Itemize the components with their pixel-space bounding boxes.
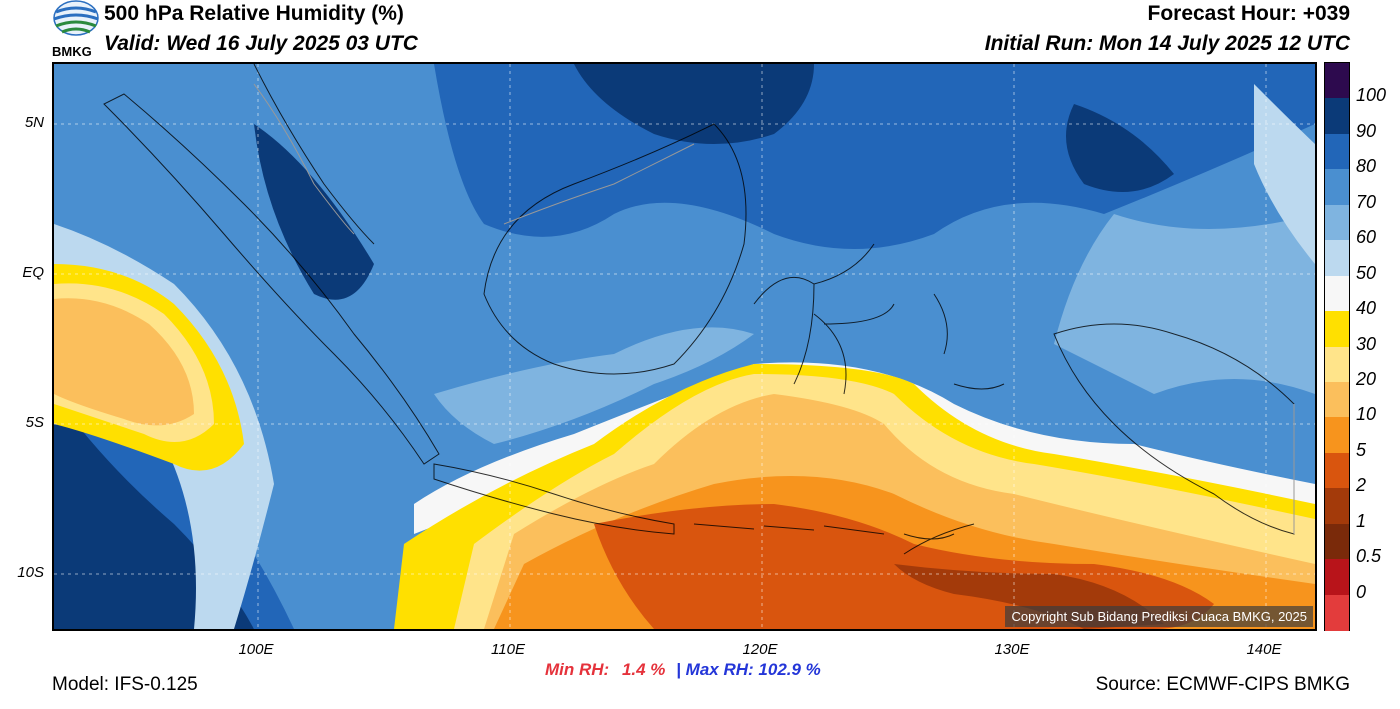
colorbar-label: 10 — [1356, 404, 1377, 425]
colorbar-segment — [1325, 204, 1349, 241]
lon-label-110e: 110E — [491, 641, 525, 658]
colorbar-segment — [1325, 452, 1349, 489]
colorbar-label: 40 — [1356, 298, 1377, 319]
lat-label-10s: 10S — [17, 564, 44, 581]
colorbar-label: 2 — [1356, 475, 1367, 496]
colorbar-segment — [1325, 133, 1349, 170]
rh-stats: Min RH: 1.4 % | Max RH: 102.9 % — [545, 660, 821, 680]
valid-time: Valid: Wed 16 July 2025 03 UTC — [104, 32, 418, 55]
colorbar-segment — [1325, 559, 1349, 596]
colorbar-segment — [1325, 169, 1349, 206]
colorbar-segment — [1325, 523, 1349, 560]
humidity-field — [54, 64, 1315, 629]
lon-label-120e: 120E — [742, 641, 778, 658]
model-name: Model: IFS-0.125 — [52, 674, 198, 695]
lat-label-5s: 5S — [25, 414, 44, 431]
colorbar-segment — [1325, 240, 1349, 277]
colorbar — [1324, 62, 1350, 631]
lon-label-100e: 100E — [238, 641, 274, 658]
colorbar-label: 0.5 — [1356, 546, 1382, 567]
colorbar-label: 30 — [1356, 333, 1377, 354]
max-rh-label: Max RH: — [685, 660, 754, 679]
min-rh-label: Min RH: — [545, 660, 610, 679]
colorbar-segment — [1325, 594, 1349, 631]
colorbar-label: 100 — [1356, 85, 1387, 106]
colorbar-segment — [1325, 311, 1349, 347]
colorbar-label: 1 — [1356, 510, 1367, 531]
lat-label-5n: 5N — [24, 114, 44, 131]
stats-separator: | — [676, 660, 681, 679]
initial-run: Initial Run: Mon 14 July 2025 12 UTC — [984, 32, 1350, 55]
colorbar-segment — [1325, 381, 1349, 418]
lon-label-130e: 130E — [994, 641, 1030, 658]
max-rh-value: 102.9 % — [758, 660, 821, 679]
colorbar-segment — [1325, 346, 1349, 383]
colorbar-label: 70 — [1356, 191, 1377, 212]
copyright-notice: Copyright Sub Bidang Prediksi Cuaca BMKG… — [1005, 606, 1313, 627]
data-source: Source: ECMWF-CIPS BMKG — [1095, 674, 1350, 695]
bmkg-logo-icon — [52, 0, 100, 60]
min-rh-value: 1.4 % — [621, 660, 666, 679]
colorbar-segment — [1325, 488, 1349, 525]
colorbar-segment — [1325, 98, 1349, 135]
lat-label-eq: EQ — [22, 264, 44, 281]
lon-label-140e: 140E — [1246, 641, 1282, 658]
colorbar-label: 0 — [1356, 581, 1367, 602]
colorbar-label: 50 — [1356, 262, 1377, 283]
colorbar-label: 20 — [1356, 368, 1377, 389]
colorbar-label: 5 — [1356, 439, 1367, 460]
colorbar-label: 90 — [1356, 120, 1377, 141]
colorbar-segment — [1325, 275, 1349, 312]
humidity-map: Copyright Sub Bidang Prediksi Cuaca BMKG… — [52, 62, 1317, 631]
forecast-hour: Forecast Hour: +039 — [1147, 2, 1351, 25]
colorbar-label: 60 — [1356, 227, 1377, 248]
colorbar-segment — [1325, 63, 1349, 99]
colorbar-segment — [1325, 417, 1349, 454]
colorbar-label: 80 — [1356, 156, 1377, 177]
logo-text: BMKG — [52, 44, 92, 59]
map-title: 500 hPa Relative Humidity (%) — [104, 2, 404, 25]
